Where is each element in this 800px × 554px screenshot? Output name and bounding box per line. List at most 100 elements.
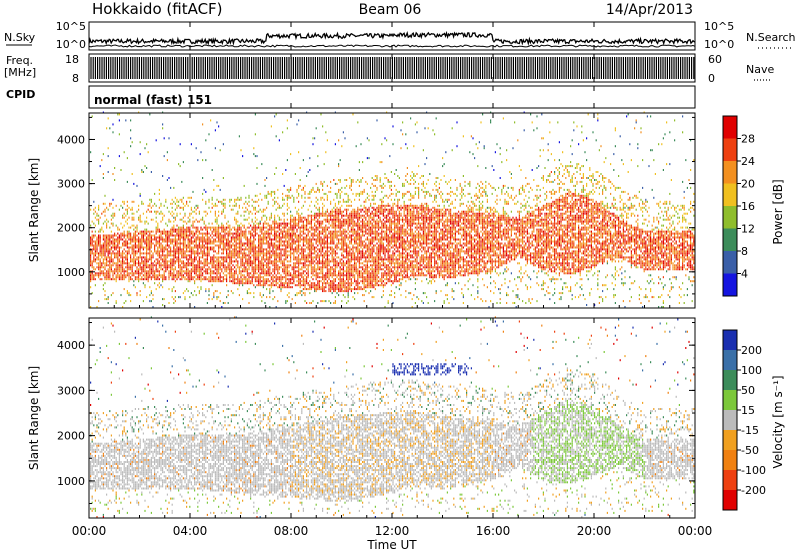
power-cell — [275, 252, 277, 255]
power-cell — [198, 244, 200, 247]
power-cell — [112, 246, 114, 249]
power-cell — [328, 190, 330, 193]
power-cell — [274, 228, 276, 231]
power-cell — [306, 175, 308, 177]
power-cell — [323, 264, 325, 267]
power-cell — [339, 230, 341, 233]
power-cell — [307, 222, 309, 225]
power-cell — [91, 234, 93, 237]
power-cell — [198, 274, 200, 277]
power-cell — [197, 236, 199, 239]
power-cell — [219, 232, 221, 235]
power-cell — [285, 282, 287, 285]
power-cell — [162, 304, 164, 306]
power-cell — [347, 294, 349, 297]
power-cell — [114, 254, 116, 257]
power-cell — [259, 226, 261, 229]
power-cell — [317, 262, 319, 265]
power-cell — [110, 246, 112, 249]
power-cell — [272, 282, 274, 285]
power-cell — [214, 244, 216, 247]
power-cell — [256, 278, 258, 281]
power-cell — [261, 250, 263, 253]
power-cell — [331, 258, 333, 261]
power-cell — [341, 232, 343, 235]
power-cell — [334, 270, 336, 273]
power-cell — [134, 238, 136, 241]
power-cell — [96, 214, 98, 217]
power-cell — [262, 234, 264, 237]
power-cell — [158, 260, 160, 263]
power-cell — [184, 278, 186, 281]
power-cell — [160, 212, 162, 215]
power-cell — [349, 260, 351, 263]
power-cell — [346, 272, 348, 275]
power-cell — [178, 262, 180, 265]
power-cell — [230, 262, 232, 265]
power-cell — [235, 220, 237, 223]
power-cell — [349, 270, 351, 273]
power-cell — [306, 240, 308, 243]
power-cell — [262, 278, 264, 281]
power-cell — [205, 260, 207, 263]
power-cell — [174, 234, 176, 237]
power-cell — [218, 260, 220, 263]
power-cell — [134, 230, 136, 233]
power-cell — [304, 224, 306, 227]
power-cell — [182, 244, 184, 247]
power-cell — [155, 212, 157, 215]
power-cell — [317, 240, 319, 243]
power-cell — [346, 214, 348, 217]
power-cell — [189, 212, 191, 215]
power-cell — [197, 226, 199, 229]
power-cell — [146, 250, 148, 253]
power-cell — [333, 278, 335, 281]
power-cell — [126, 234, 128, 237]
power-cell — [91, 292, 93, 295]
power-cell — [176, 274, 178, 277]
power-cell — [158, 278, 160, 281]
power-cell — [238, 282, 240, 285]
power-cell — [99, 230, 101, 233]
power-cell — [269, 218, 271, 221]
power-cell — [171, 296, 173, 299]
power-cell — [218, 244, 220, 247]
power-cell — [238, 266, 240, 269]
power-cell — [166, 244, 168, 247]
power-cell — [146, 228, 148, 231]
power-cell — [170, 248, 172, 251]
power-cell — [291, 286, 293, 289]
power-cell — [322, 260, 324, 263]
power-cell — [144, 266, 146, 269]
power-cell — [262, 258, 264, 261]
power-cell — [230, 250, 232, 253]
power-cell — [240, 234, 242, 237]
power-cell — [163, 254, 165, 257]
power-cell — [178, 276, 180, 279]
power-cell — [202, 278, 204, 281]
power-cell — [310, 240, 312, 243]
power-cell — [336, 214, 338, 217]
power-cell — [90, 270, 92, 273]
power-cell — [304, 256, 306, 259]
power-cell — [170, 220, 172, 223]
power-cell — [96, 248, 98, 251]
power-cell — [219, 226, 221, 229]
power-cell — [126, 252, 128, 255]
power-cell — [149, 254, 151, 257]
power-cell — [312, 226, 314, 229]
power-cell — [266, 248, 268, 251]
power-cell — [179, 165, 181, 168]
power-cell — [342, 274, 344, 277]
power-cell — [126, 258, 128, 261]
power-cell — [318, 254, 320, 257]
power-cell — [93, 254, 95, 257]
power-cell — [210, 210, 212, 213]
power-cell — [317, 274, 319, 277]
power-cell — [299, 252, 301, 255]
power-cell — [274, 254, 276, 257]
power-cell — [186, 246, 188, 249]
power-cell — [338, 220, 340, 223]
power-cell — [150, 210, 152, 213]
power-cell — [96, 240, 98, 243]
